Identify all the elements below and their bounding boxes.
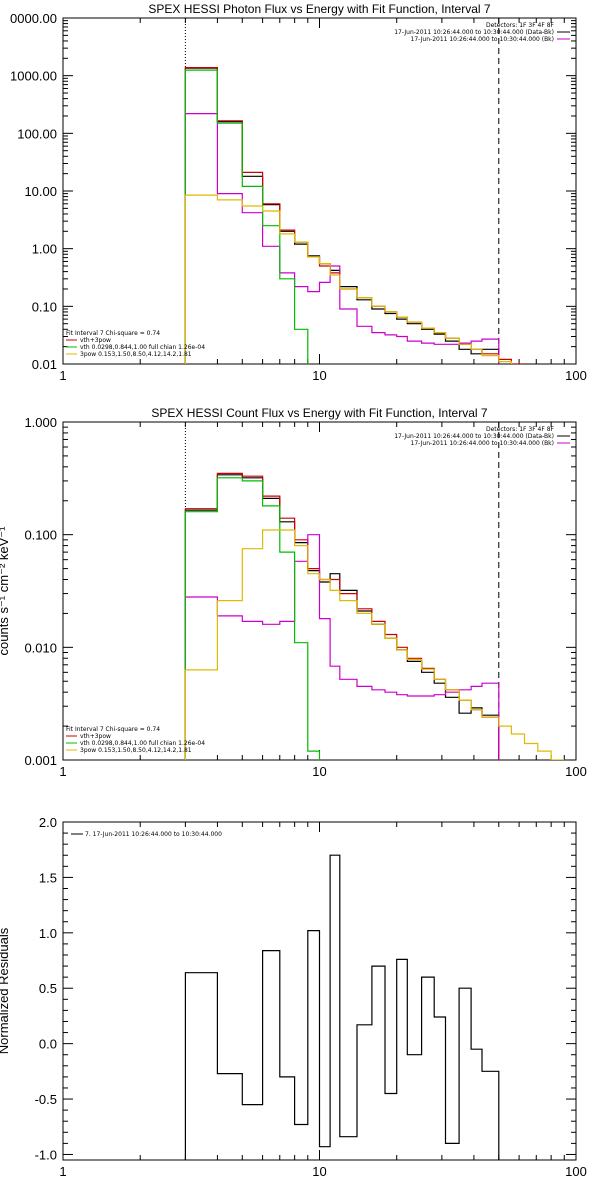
y-tick-label: 0.100 bbox=[24, 528, 57, 543]
x-tick-label: 1 bbox=[59, 368, 66, 383]
legend-fit-info: Fit Interval 7 Chi-square = 0.74 bbox=[66, 726, 160, 733]
chart-title: SPEX HESSI Photon Flux vs Energy with Fi… bbox=[148, 2, 490, 16]
y-tick-label: 1000.00 bbox=[10, 69, 57, 84]
y-tick-label: 1.00 bbox=[32, 242, 57, 257]
x-tick-label: 100 bbox=[565, 1164, 587, 1179]
series-line-data-bk bbox=[184, 67, 500, 364]
x-tick-label: 100 bbox=[565, 368, 587, 383]
legend-bottomleft-entry: 3pow 0.153,1.50,8.50,4.12,14.2,1.81 bbox=[80, 747, 192, 754]
legend-bottomleft-entry: 3pow 0.153,1.50,8.50,4.12,14.2,1.81 bbox=[80, 351, 192, 358]
chart-title: SPEX HESSI Count Flux vs Energy with Fit… bbox=[151, 406, 487, 420]
y-tick-label: 0.001 bbox=[24, 753, 57, 768]
series-group bbox=[184, 472, 565, 760]
legend-topright-entry: 17-Jun-2011 10:26:44.000 to 10:30:44.000… bbox=[411, 36, 554, 43]
series-line-3pow bbox=[184, 194, 526, 364]
x-tick-label: 10 bbox=[312, 764, 326, 779]
y-tick-label: -1.0 bbox=[35, 1147, 57, 1162]
series-line-7-17-jun-2011-10-26-44-000-to-10-30-44-000 bbox=[184, 854, 500, 1160]
y-tick-label: 0.5 bbox=[39, 981, 57, 996]
legend-topright-entry: Detectors: 1F 3F 4F 8F bbox=[486, 22, 555, 29]
series-line-vth-3pow bbox=[184, 67, 525, 364]
y-tick-label: 100.00 bbox=[17, 126, 57, 141]
y-tick-label: 0.010 bbox=[24, 640, 57, 655]
legend-topright-entry: 17-Jun-2011 10:26:44.000 to 10:30:44.000… bbox=[411, 440, 554, 447]
chart-panel-3: Normalized Residuals 1 10 100 -1.0 -0.5 0.0 0.5… bbox=[0, 815, 587, 1179]
y-tick-label: 1.5 bbox=[39, 870, 57, 885]
legend-topleft-entry: 7. 17-Jun-2011 10:26:44.000 to 10:30:44.… bbox=[85, 831, 222, 838]
legend-bottomleft-entry: vth+3pow bbox=[80, 337, 111, 344]
legend-topright-entry: 17-Jun-2011 10:26:44.000 to 10:30:44.000… bbox=[394, 433, 554, 440]
x-tick-label: 1 bbox=[59, 764, 66, 779]
series-line-3pow bbox=[184, 529, 565, 760]
legend-bottomleft-entry: vth 0.0298,0.844,1.00 full chian 1.26e-0… bbox=[80, 344, 205, 351]
series-line-vth bbox=[184, 477, 321, 760]
y-tick-label: 1.000 bbox=[24, 415, 57, 430]
y-tick-label: 0.0 bbox=[39, 1037, 57, 1052]
y-tick-label: 0.10 bbox=[32, 299, 57, 314]
y-tick-label: 10.00 bbox=[24, 184, 57, 199]
x-tick-label: 1 bbox=[59, 1164, 66, 1179]
series-line-vth-3pow bbox=[184, 472, 500, 760]
y-tick-label: -0.5 bbox=[35, 1092, 57, 1107]
series-line-vth bbox=[184, 69, 321, 364]
chart-panel-2: SPEX HESSI Count Flux vs Energy with Fit… bbox=[0, 406, 587, 779]
y-axis-label: Normalized Residuals bbox=[0, 927, 11, 1054]
series-line-bk bbox=[184, 534, 500, 760]
legend-bottomleft-entry: vth+3pow bbox=[80, 733, 111, 740]
x-tick-label: 10 bbox=[312, 368, 326, 383]
y-tick-label: 0000.00 bbox=[10, 11, 57, 26]
series-line-data-bk bbox=[184, 474, 500, 760]
legend-bottomleft-entry: vth 0.0298,0.844,1.00 full chian 1.26e-0… bbox=[80, 740, 205, 747]
y-tick-label: 2.0 bbox=[39, 815, 57, 830]
legend-topright-entry: Detectors: 1F 3F 4F 8F bbox=[486, 426, 555, 433]
chart-panel-1: SPEX HESSI Photon Flux vs Energy with Fi… bbox=[10, 2, 587, 383]
x-tick-label: 10 bbox=[312, 1164, 326, 1179]
legend-fit-info: Fit Interval 7 Chi-square = 0.74 bbox=[66, 330, 160, 337]
legend-topright-entry: 17-Jun-2011 10:26:44.000 to 10:30:44.000… bbox=[394, 29, 554, 36]
y-tick-label: 0.01 bbox=[32, 357, 57, 372]
x-tick-label: 100 bbox=[565, 764, 587, 779]
y-axis-label: counts s⁻¹ cm⁻² keV⁻¹ bbox=[0, 526, 11, 656]
y-tick-label: 1.0 bbox=[39, 926, 57, 941]
series-group bbox=[184, 854, 500, 1160]
series-group bbox=[184, 67, 526, 364]
series-line-bk bbox=[184, 113, 500, 364]
